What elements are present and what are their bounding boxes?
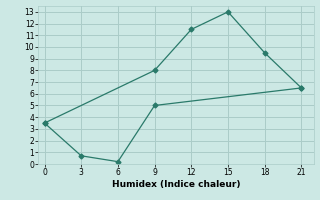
X-axis label: Humidex (Indice chaleur): Humidex (Indice chaleur) xyxy=(112,180,240,189)
